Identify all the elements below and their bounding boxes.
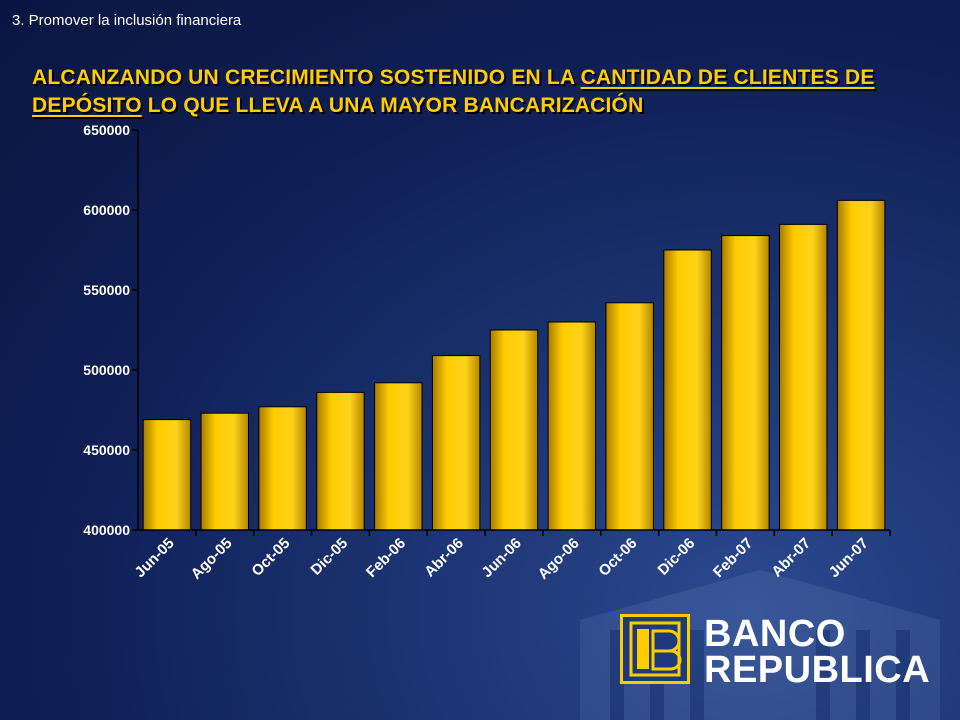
x-tick-label: Jun-05 (132, 535, 178, 581)
x-tick-label: Abr-07 (768, 535, 814, 581)
bar-Feb-06 (374, 382, 423, 531)
section-label: 3. Promover la inclusión financiera (12, 12, 242, 29)
y-tick-label: 450000 (83, 442, 130, 458)
x-tick-label: Feb-06 (363, 535, 409, 581)
banco-republica-logo: BANCO REPUBLICA (620, 614, 930, 690)
title-part-1: ALCANZANDO UN CRECIMIENTO SOSTENIDO EN L… (32, 66, 581, 89)
logo-line-1: BANCO (704, 613, 846, 655)
y-tick-label: 500000 (83, 362, 130, 378)
slide-title: ALCANZANDO UN CRECIMIENTO SOSTENIDO EN L… (32, 64, 932, 120)
bar-Abr-07 (779, 223, 828, 531)
title-part-2: LO QUE LLEVA A UNA MAYOR BANCARIZACIÓN (141, 94, 644, 117)
x-tick-label: Jun-07 (826, 535, 872, 581)
x-tick-label: Dic-06 (655, 535, 699, 579)
logo-emblem-icon (620, 614, 690, 684)
title-underlined-phrase: CANTIDAD DE CLIENTES DE DEPÓSITO (32, 66, 875, 117)
bar-Jun-05 (142, 419, 192, 531)
y-tick-label: 400000 (83, 522, 130, 538)
x-tick-label: Oct-06 (595, 535, 640, 580)
y-tick-label: 550000 (83, 282, 130, 298)
y-tick-label: 600000 (83, 202, 130, 218)
x-tick-label: Oct-05 (248, 535, 293, 580)
x-tick-label: Ago-06 (535, 535, 583, 583)
x-tick-label: Ago-05 (188, 535, 236, 583)
x-tick-label: Feb-07 (710, 535, 756, 581)
logo-line-2: REPUBLICA (704, 649, 931, 691)
x-tick-label: Abr-06 (421, 535, 467, 581)
bar-Dic-05 (316, 391, 365, 531)
bar-Oct-05 (258, 406, 307, 531)
bar-Dic-06 (663, 249, 712, 531)
bar-Oct-06 (605, 302, 654, 531)
bar-Feb-07 (721, 235, 770, 531)
x-tick-label: Jun-06 (479, 535, 525, 581)
bar-Ago-05 (200, 412, 249, 531)
bar-Jun-07 (836, 199, 886, 531)
x-tick-label: Dic-05 (307, 535, 351, 579)
bar-Jun-06 (489, 329, 539, 531)
y-tick-label: 650000 (83, 122, 130, 138)
bar-Abr-06 (431, 355, 481, 531)
bar-Ago-06 (547, 321, 597, 531)
